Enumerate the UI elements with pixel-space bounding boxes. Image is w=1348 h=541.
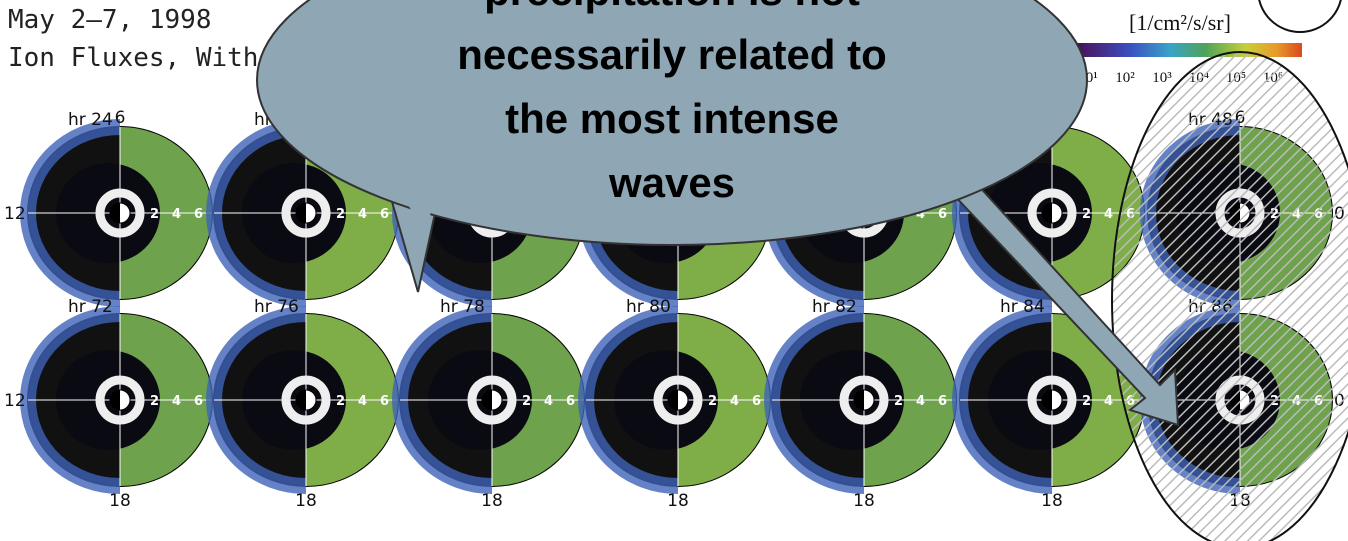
- earth-ring: [1027, 188, 1077, 238]
- radial-label: 2: [708, 394, 717, 409]
- axis-label-left: 12: [4, 391, 26, 411]
- radial-label: 4: [172, 394, 181, 409]
- earth-ring: [839, 375, 889, 425]
- callout-line: the most intense: [505, 95, 839, 142]
- highlight-ellipse: [1111, 51, 1348, 541]
- axis-label-left: 12: [4, 204, 26, 224]
- earth-night: [1042, 203, 1052, 223]
- earth-night: [1042, 390, 1052, 410]
- panel-label: hr 24: [68, 110, 113, 130]
- callout-join: [384, 170, 440, 230]
- panel-label: hr 76: [254, 297, 299, 317]
- earth-ring: [1027, 375, 1077, 425]
- radial-label: 6: [938, 207, 947, 222]
- axis-label-top: 6: [115, 108, 126, 128]
- colorbar-unit: [1/cm²/s/sr]: [1129, 10, 1231, 35]
- subtitle: Ion Fluxes, With: [8, 43, 258, 73]
- polar-plot: 2 4 6 hr 82 18: [764, 297, 957, 511]
- polar-plot: 2 4 6 hr 72 18 12: [4, 297, 213, 511]
- polar-plot: 2 4 6 hr 76 18: [206, 297, 399, 511]
- radial-label: 2: [150, 207, 159, 222]
- earth-ring: [281, 188, 331, 238]
- radial-label: 4: [916, 394, 925, 409]
- axis-label-bottom: 18: [667, 491, 689, 511]
- callout-text: precipitation is not necessarily related …: [457, 0, 887, 206]
- radial-label: 4: [916, 207, 925, 222]
- earth-night: [296, 203, 306, 223]
- radial-label: 4: [544, 394, 553, 409]
- earth-ring: [467, 375, 517, 425]
- axis-label-bottom: 18: [109, 491, 131, 511]
- earth-night: [110, 203, 120, 223]
- polar-plot: 2 4 6 hr 78 18: [392, 297, 585, 511]
- callout-line: necessarily related to: [457, 31, 887, 78]
- radial-label: 2: [150, 394, 159, 409]
- earth-night: [296, 390, 306, 410]
- colorbar-tick-label: 10²: [1115, 70, 1135, 86]
- earth-night: [110, 390, 120, 410]
- earth-ring: [281, 375, 331, 425]
- polar-plot: 2 4 6 hr 80 18: [578, 297, 771, 511]
- radial-label: 4: [730, 394, 739, 409]
- radial-label: 6: [380, 207, 389, 222]
- panel-label: hr 78: [440, 297, 485, 317]
- radial-label: 6: [380, 394, 389, 409]
- earth-night: [668, 390, 678, 410]
- colorbar: [1048, 43, 1302, 57]
- earth-night: [854, 390, 864, 410]
- colorbar-tick-label: 10³: [1152, 70, 1172, 86]
- radial-label: 2: [1082, 207, 1091, 222]
- radial-label: 2: [522, 394, 531, 409]
- radial-label: 6: [566, 394, 575, 409]
- axis-label-bottom: 18: [295, 491, 317, 511]
- radial-label: 4: [1104, 394, 1113, 409]
- axis-label-bottom: 18: [853, 491, 875, 511]
- radial-label: 4: [172, 207, 181, 222]
- radial-label: 6: [938, 394, 947, 409]
- earth-ring: [95, 375, 145, 425]
- callout-line: precipitation is not: [484, 0, 860, 14]
- polar-plot: 2 4 6hr 24 612: [4, 108, 213, 307]
- radial-label: 6: [194, 207, 203, 222]
- date: May 2–7, 1998: [8, 5, 212, 35]
- radial-label: 4: [358, 394, 367, 409]
- callout-line: waves: [608, 159, 735, 206]
- radial-label: 2: [894, 394, 903, 409]
- earth-ring: [95, 188, 145, 238]
- panel-label: hr 72: [68, 297, 113, 317]
- radial-label: 6: [752, 394, 761, 409]
- panel-label: hr 82: [812, 297, 857, 317]
- outline: [1258, 0, 1342, 33]
- axis-label-bottom: 18: [481, 491, 503, 511]
- radial-label: 2: [1082, 394, 1091, 409]
- radial-label: 4: [1104, 207, 1113, 222]
- radial-label: 2: [336, 394, 345, 409]
- radial-label: 4: [358, 207, 367, 222]
- callout: [256, 0, 1088, 246]
- earth-night: [482, 390, 492, 410]
- earth-ring: [653, 375, 703, 425]
- panel-label: hr 84: [1000, 297, 1045, 317]
- radial-label: 2: [336, 207, 345, 222]
- radial-label: 6: [194, 394, 203, 409]
- panel-label: hr 80: [626, 297, 671, 317]
- arrow: [933, 158, 1180, 427]
- axis-label-bottom: 18: [1041, 491, 1063, 511]
